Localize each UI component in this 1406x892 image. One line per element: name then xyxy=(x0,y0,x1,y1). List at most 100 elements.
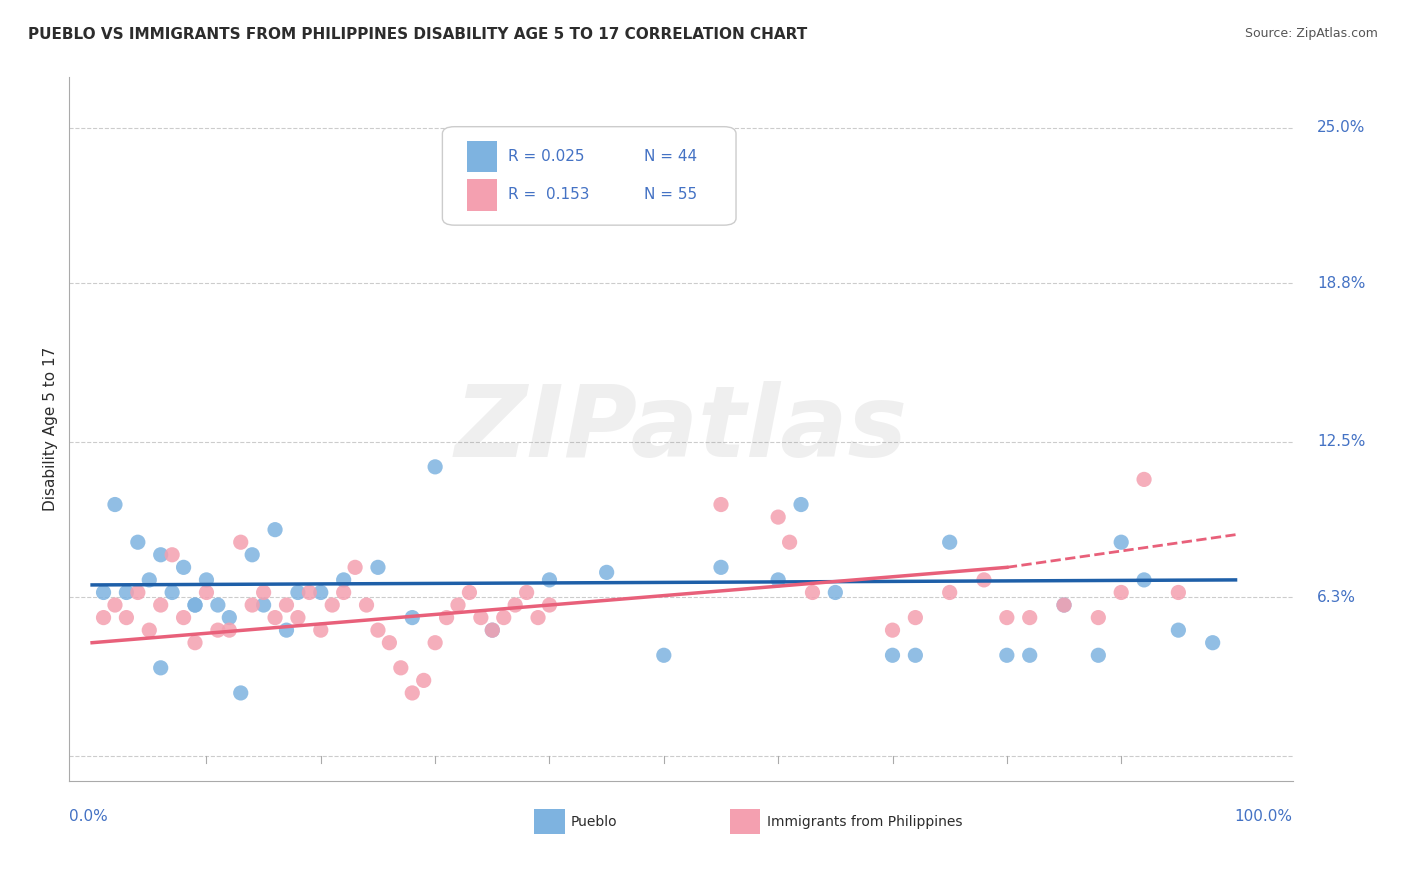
Point xyxy=(367,560,389,574)
Text: 12.5%: 12.5% xyxy=(1317,434,1365,450)
Point xyxy=(184,598,207,612)
Point xyxy=(995,648,1018,663)
Text: 100.0%: 100.0% xyxy=(1234,809,1292,824)
Point xyxy=(160,585,183,599)
Text: 25.0%: 25.0% xyxy=(1317,120,1365,136)
Point xyxy=(229,535,252,549)
FancyBboxPatch shape xyxy=(730,809,761,834)
Point xyxy=(1201,636,1223,650)
Text: ZIPatlas: ZIPatlas xyxy=(454,381,907,477)
Text: Immigrants from Philippines: Immigrants from Philippines xyxy=(766,814,962,829)
Point xyxy=(240,598,263,612)
Point xyxy=(184,598,207,612)
Point xyxy=(1109,535,1132,549)
Point xyxy=(321,598,343,612)
Point xyxy=(264,523,287,537)
Text: N = 55: N = 55 xyxy=(644,187,697,202)
Point xyxy=(367,623,389,637)
Text: Pueblo: Pueblo xyxy=(571,814,617,829)
Point xyxy=(264,610,287,624)
Point xyxy=(904,648,927,663)
Point xyxy=(115,585,138,599)
Point xyxy=(309,623,332,637)
Point xyxy=(824,585,846,599)
Point xyxy=(252,585,274,599)
Point xyxy=(252,598,274,612)
Point xyxy=(276,623,298,637)
Point xyxy=(138,573,160,587)
Point xyxy=(710,498,733,512)
FancyBboxPatch shape xyxy=(467,141,498,172)
Point xyxy=(436,610,458,624)
Text: N = 44: N = 44 xyxy=(644,149,697,164)
Point xyxy=(766,510,789,524)
Text: 18.8%: 18.8% xyxy=(1317,276,1365,291)
Point xyxy=(412,673,434,688)
Point xyxy=(218,610,240,624)
Y-axis label: Disability Age 5 to 17: Disability Age 5 to 17 xyxy=(44,347,58,511)
Point xyxy=(492,610,515,624)
Point xyxy=(115,610,138,624)
Point xyxy=(149,661,172,675)
Point xyxy=(538,573,561,587)
Point xyxy=(207,598,229,612)
Point xyxy=(287,610,309,624)
Point xyxy=(1018,610,1040,624)
FancyBboxPatch shape xyxy=(443,127,735,225)
Point xyxy=(458,585,481,599)
Point xyxy=(207,623,229,637)
Point xyxy=(309,585,332,599)
Point xyxy=(149,548,172,562)
Point xyxy=(401,686,423,700)
Text: PUEBLO VS IMMIGRANTS FROM PHILIPPINES DISABILITY AGE 5 TO 17 CORRELATION CHART: PUEBLO VS IMMIGRANTS FROM PHILIPPINES DI… xyxy=(28,27,807,42)
Point xyxy=(389,661,412,675)
Point xyxy=(766,573,789,587)
Text: Source: ZipAtlas.com: Source: ZipAtlas.com xyxy=(1244,27,1378,40)
Text: R =  0.153: R = 0.153 xyxy=(509,187,591,202)
Point xyxy=(104,598,127,612)
Point xyxy=(1167,623,1189,637)
Text: 0.0%: 0.0% xyxy=(69,809,108,824)
Point xyxy=(298,585,321,599)
Point xyxy=(995,610,1018,624)
Point xyxy=(1018,648,1040,663)
Point xyxy=(184,636,207,650)
Point xyxy=(973,573,995,587)
Point xyxy=(1053,598,1076,612)
Point xyxy=(481,623,503,637)
Point xyxy=(240,548,263,562)
Point xyxy=(882,648,904,663)
Point xyxy=(344,560,367,574)
Text: R = 0.025: R = 0.025 xyxy=(509,149,585,164)
Point xyxy=(595,566,617,580)
Point xyxy=(538,598,561,612)
Point xyxy=(527,610,550,624)
Point xyxy=(1087,648,1109,663)
Point xyxy=(1133,472,1156,486)
Point xyxy=(1087,610,1109,624)
Point xyxy=(938,585,960,599)
Point xyxy=(516,585,538,599)
Point xyxy=(93,610,115,624)
Point xyxy=(287,585,309,599)
Point xyxy=(229,686,252,700)
Point xyxy=(790,498,813,512)
Point xyxy=(882,623,904,637)
Point xyxy=(423,636,446,650)
Point xyxy=(503,598,526,612)
Point xyxy=(195,573,218,587)
Point xyxy=(423,459,446,474)
Point xyxy=(401,610,423,624)
Point xyxy=(447,598,470,612)
Point xyxy=(127,535,149,549)
FancyBboxPatch shape xyxy=(534,809,565,834)
Point xyxy=(356,598,378,612)
Point xyxy=(127,585,149,599)
Point xyxy=(481,623,503,637)
Point xyxy=(160,548,183,562)
Point xyxy=(652,648,675,663)
Point xyxy=(93,585,115,599)
Point xyxy=(710,560,733,574)
Point xyxy=(779,535,801,549)
Point xyxy=(801,585,824,599)
